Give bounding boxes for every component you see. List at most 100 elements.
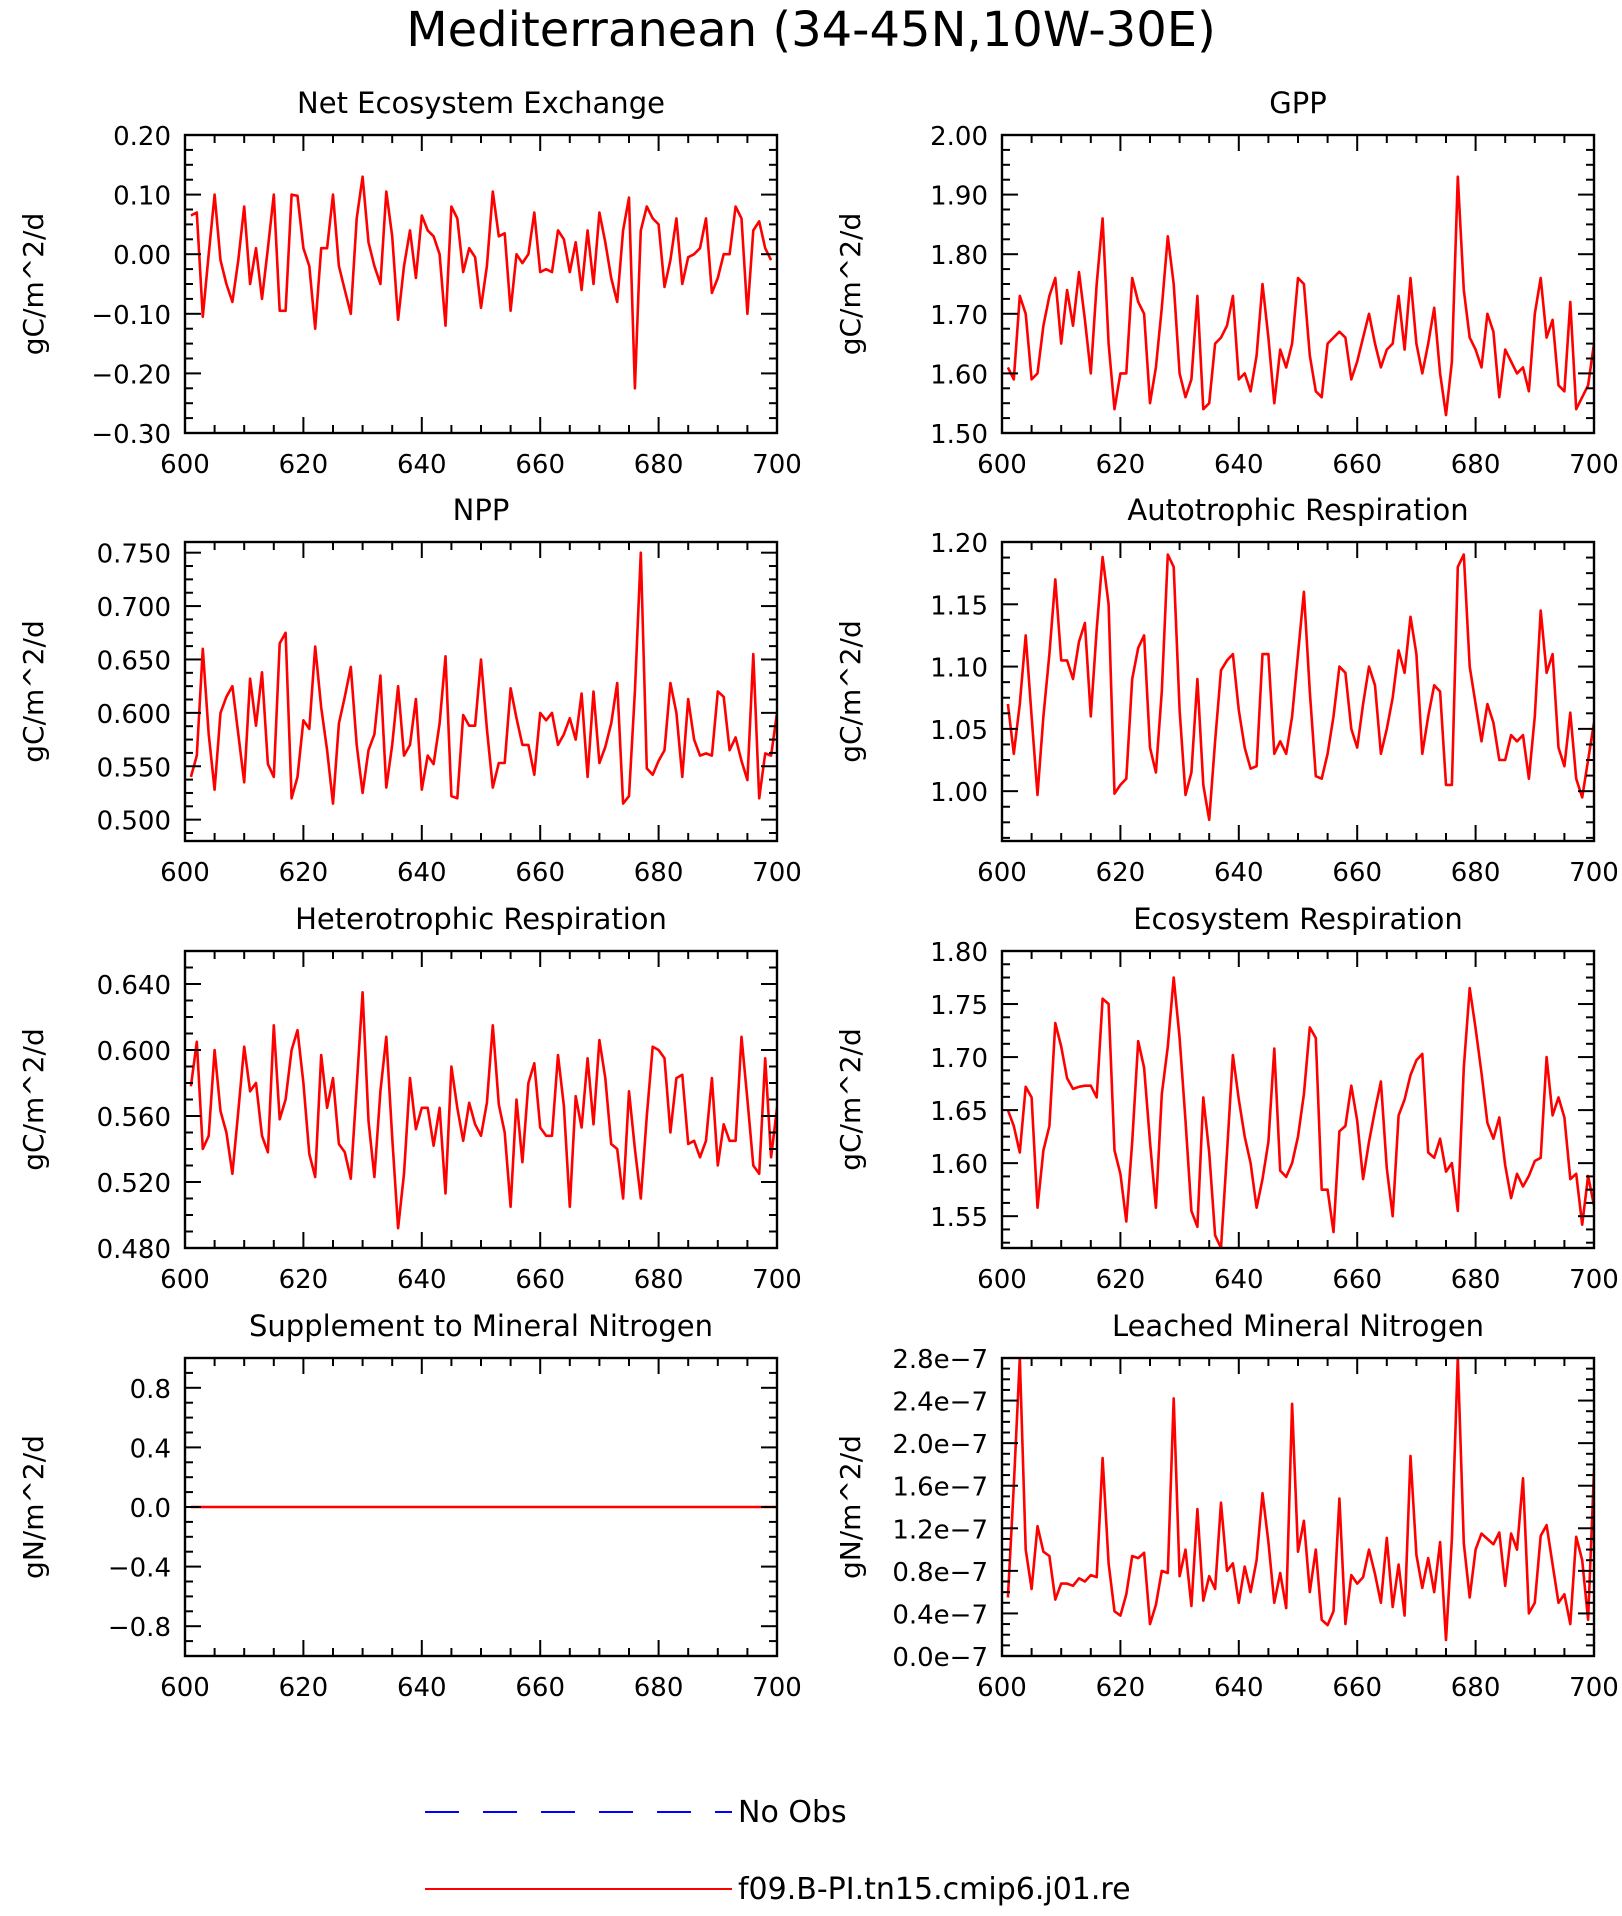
y-tick-label: −0.4 (108, 1554, 171, 1584)
x-tick-label: 620 (1096, 1673, 1146, 1703)
y-tick-label: 0.600 (97, 1037, 171, 1067)
x-tick-label: 600 (977, 858, 1027, 888)
x-tick-label: 700 (752, 858, 802, 888)
y-tick-label: 0.550 (97, 753, 171, 783)
chart-panel-5: 600 620 640 660 680 700 0.480 0.520 0.560 0.600 0.… (17, 902, 802, 1295)
x-tick-label: 680 (1451, 858, 1501, 888)
panel-title: Leached Mineral Nitrogen (1112, 1309, 1484, 1343)
x-tick-label: 680 (634, 1673, 684, 1703)
x-tick-label: 600 (977, 1673, 1027, 1703)
y-tick-label: 2.4e−7 (892, 1388, 988, 1418)
y-tick-label: 0.0 (130, 1494, 171, 1524)
y-tick-label: 0.560 (97, 1103, 171, 1133)
legend-label-1: No Obs (738, 1795, 847, 1830)
chart-panel-1: 600 620 640 660 680 700 −0.30 −0.20 −0.10 0.00 0.1… (17, 86, 802, 480)
y-axis-label: gC/m^2/d (834, 213, 867, 356)
x-tick-label: 620 (279, 450, 329, 480)
y-tick-label: 1.80 (930, 241, 988, 271)
plot-frame (1000, 540, 1596, 843)
x-tick-label: 680 (1451, 450, 1501, 480)
panel-title: NPP (453, 493, 510, 527)
chart-panel-7: 600 620 640 660 680 700 −0.8 −0.4 0.0 0.4 0.8 Suppl… (17, 1309, 802, 1703)
y-tick-label: −0.10 (91, 301, 171, 331)
x-tick-label: 660 (515, 858, 565, 888)
y-axis-label: gC/m^2/d (17, 1028, 50, 1171)
y-tick-label: 1.6e−7 (892, 1473, 988, 1503)
y-tick-label: 1.15 (930, 591, 988, 621)
y-axis-label: gN/m^2/d (17, 1435, 50, 1579)
y-tick-label: 1.80 (930, 938, 988, 968)
y-axis-label: gC/m^2/d (17, 620, 50, 763)
figure-title: Mediterranean (34-45N,10W-30E) (406, 2, 1216, 58)
series-line-5-1 (189, 990, 777, 1230)
x-tick-label: 640 (397, 1265, 447, 1295)
y-tick-label: 0.4 (130, 1434, 171, 1464)
legend-label-2: f09.B-PI.tn15.cmip6.j01.re (738, 1872, 1131, 1907)
y-tick-label: 0.8 (130, 1375, 171, 1405)
x-tick-label: 600 (160, 1673, 210, 1703)
chart-panel-2: 600 620 640 660 680 700 1.50 1.60 1.70 1.80 1.90 2.… (834, 86, 1619, 480)
chart-panel-8: 600 620 640 660 680 700 0.0e−7 0.4e−7 0.8e−7 1.2e… (834, 1309, 1619, 1703)
y-tick-label: 0.0e−7 (892, 1643, 988, 1673)
x-tick-label: 600 (160, 858, 210, 888)
y-axis-label: gN/m^2/d (834, 1435, 867, 1579)
x-tick-label: 620 (1096, 858, 1146, 888)
x-tick-label: 680 (1451, 1265, 1501, 1295)
series-line-4-1 (1006, 553, 1594, 822)
y-tick-label: 1.00 (930, 778, 988, 808)
panel-title: Ecosystem Respiration (1133, 902, 1463, 936)
panel-title: Net Ecosystem Exchange (297, 86, 665, 120)
y-tick-label: 1.75 (930, 991, 988, 1021)
x-tick-label: 640 (1214, 1265, 1264, 1295)
x-tick-label: 680 (634, 1265, 684, 1295)
x-tick-label: 660 (515, 1265, 565, 1295)
x-tick-label: 660 (1332, 1265, 1382, 1295)
chart-panel-6: 600 620 640 660 680 700 1.55 1.60 1.65 1.70 1.75 1.… (834, 902, 1619, 1295)
x-tick-label: 680 (1451, 1673, 1501, 1703)
x-tick-label: 680 (634, 450, 684, 480)
x-tick-label: 700 (1569, 1673, 1619, 1703)
y-tick-label: 1.60 (930, 1150, 988, 1180)
panel-title: GPP (1269, 86, 1326, 120)
plot-frame (1000, 949, 1596, 1250)
y-tick-label: 0.640 (97, 971, 171, 1001)
y-tick-label: 1.50 (930, 420, 988, 450)
panel-title: Supplement to Mineral Nitrogen (249, 1309, 713, 1343)
x-tick-label: 640 (1214, 858, 1264, 888)
y-tick-label: 2.00 (930, 122, 988, 152)
series-line-8-1 (1006, 1358, 1594, 1642)
plot-frame (183, 133, 779, 435)
x-tick-label: 660 (1332, 1673, 1382, 1703)
y-tick-label: 1.90 (930, 182, 988, 212)
y-tick-label: −0.20 (91, 360, 171, 390)
y-tick-label: 1.05 (930, 716, 988, 746)
x-tick-label: 640 (397, 450, 447, 480)
y-tick-label: 1.10 (930, 654, 988, 684)
y-tick-label: −0.30 (91, 420, 171, 450)
x-tick-label: 700 (1569, 1265, 1619, 1295)
x-tick-label: 700 (1569, 450, 1619, 480)
plot-frame (183, 540, 779, 843)
y-tick-label: 0.4e−7 (892, 1600, 988, 1630)
x-tick-label: 620 (279, 1265, 329, 1295)
panel-title: Heterotrophic Respiration (295, 902, 667, 936)
x-tick-label: 620 (279, 858, 329, 888)
y-tick-label: 0.10 (113, 182, 171, 212)
y-tick-label: 0.20 (113, 122, 171, 152)
y-tick-label: 1.70 (930, 301, 988, 331)
x-tick-label: 600 (160, 450, 210, 480)
y-tick-label: 1.70 (930, 1044, 988, 1074)
y-tick-label: 2.8e−7 (892, 1345, 988, 1375)
x-tick-label: 620 (1096, 450, 1146, 480)
chart-panel-4: 600 620 640 660 680 700 1.00 1.05 1.10 1.15 1.20 Au… (834, 493, 1619, 888)
plot-frame (1000, 1356, 1596, 1658)
y-axis-label: gC/m^2/d (834, 1028, 867, 1171)
x-tick-label: 700 (752, 1673, 802, 1703)
y-tick-label: 0.650 (97, 646, 171, 676)
x-tick-label: 600 (977, 1265, 1027, 1295)
x-tick-label: 660 (1332, 858, 1382, 888)
x-tick-label: 640 (397, 858, 447, 888)
plot-frame (183, 949, 779, 1250)
y-tick-label: 0.480 (97, 1235, 171, 1265)
